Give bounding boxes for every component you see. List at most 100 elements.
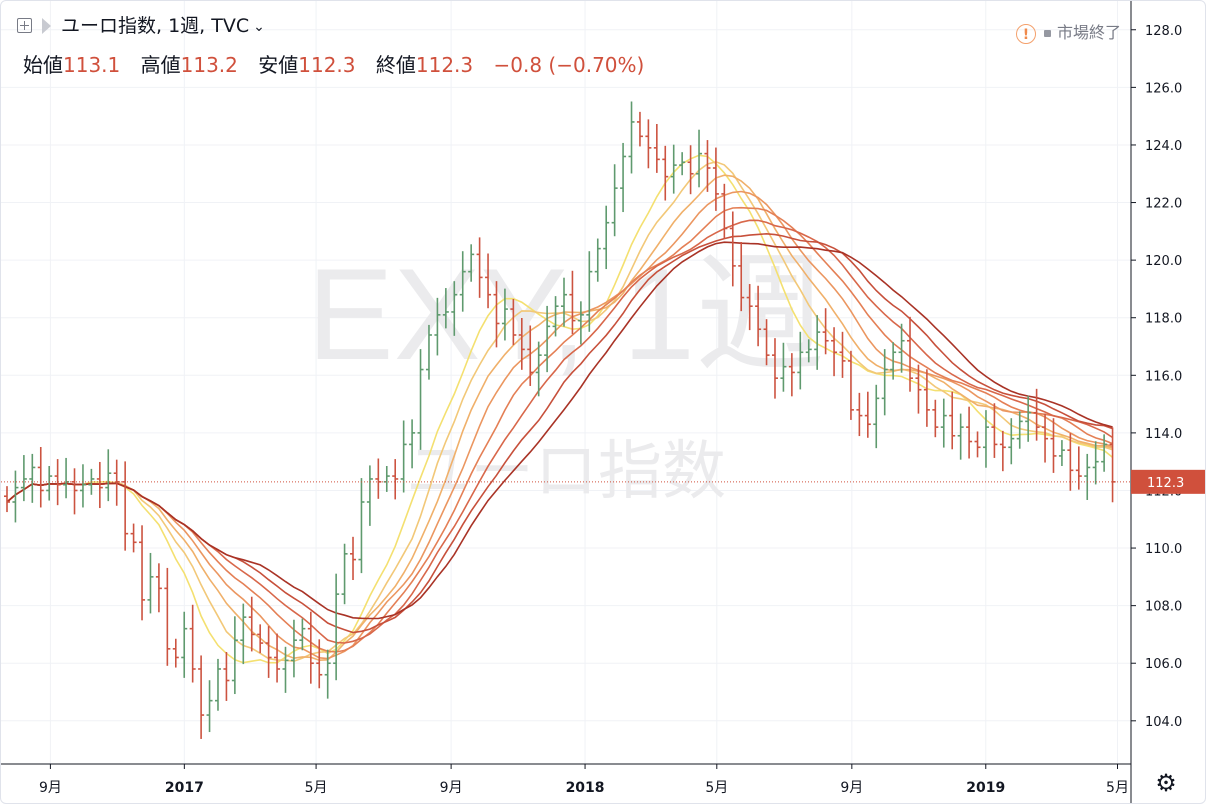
price-bar bbox=[341, 543, 348, 605]
price-bar bbox=[451, 281, 458, 336]
ma-line-10 bbox=[6, 154, 1114, 664]
price-bar bbox=[493, 281, 500, 348]
price-bar bbox=[780, 342, 787, 392]
ohlc-legend: 始値113.1 高値113.2 安値112.3 終値112.3 −0.8 (−0… bbox=[23, 49, 658, 78]
price-bar bbox=[155, 563, 162, 613]
low-value: 112.3 bbox=[298, 53, 356, 77]
time-tick-label: 2019 bbox=[966, 780, 1005, 796]
price-bar bbox=[586, 251, 593, 332]
price-bar bbox=[231, 616, 238, 695]
open-label: 始値 bbox=[23, 53, 63, 77]
market-status[interactable]: ! 市場終了 bbox=[1015, 19, 1121, 44]
price-bar bbox=[864, 391, 871, 438]
price-tick-label: 110.0 bbox=[1145, 542, 1182, 557]
symbol-title[interactable]: ユーロ指数, 1週, TVC bbox=[61, 15, 250, 37]
chevron-down-icon[interactable]: ⌄ bbox=[253, 19, 265, 35]
price-bar bbox=[805, 339, 812, 363]
price-bar bbox=[577, 301, 584, 345]
close-label: 終値 bbox=[375, 53, 416, 77]
price-bar bbox=[755, 285, 762, 347]
price-bar bbox=[729, 211, 736, 287]
price-bar bbox=[299, 618, 306, 651]
symbol-header[interactable]: ユーロ指数, 1週, TVC ⌄ bbox=[7, 11, 265, 38]
price-bar bbox=[738, 241, 745, 312]
price-bar bbox=[856, 392, 863, 437]
high-value: 113.2 bbox=[180, 53, 238, 77]
grid bbox=[1, 1, 1131, 764]
ma-line-31 bbox=[6, 241, 1113, 620]
price-bar bbox=[746, 284, 753, 331]
time-axis[interactable]: 9月 2017 5月 9月 2018 5月 9月 2019 5月 bbox=[1, 763, 1131, 796]
price-bar bbox=[518, 318, 525, 370]
price-bar bbox=[1033, 388, 1040, 441]
add-symbol-icon[interactable] bbox=[17, 18, 32, 33]
watermark-name: ユーロ指数 bbox=[406, 435, 726, 509]
alert-icon[interactable]: ! bbox=[1015, 23, 1036, 44]
low-label: 安値 bbox=[258, 53, 299, 77]
price-bar bbox=[535, 341, 542, 397]
price-bar bbox=[822, 308, 829, 355]
price-axis[interactable]: 104.0106.0108.0110.0112.0114.0116.0118.0… bbox=[1130, 1, 1206, 804]
gear-icon[interactable]: ⚙ bbox=[1155, 769, 1177, 797]
price-bar bbox=[248, 596, 255, 652]
price-bar bbox=[847, 350, 854, 420]
open-value: 113.1 bbox=[63, 53, 121, 77]
price-tick-label: 120.0 bbox=[1145, 254, 1182, 269]
price-bar bbox=[1084, 453, 1091, 500]
time-tick-label: 9月 bbox=[440, 780, 463, 796]
price-bar bbox=[620, 142, 627, 213]
time-tick-label: 9月 bbox=[39, 780, 62, 796]
price-bar bbox=[63, 457, 70, 499]
price-bar bbox=[679, 152, 686, 176]
price-bar bbox=[788, 353, 795, 397]
price-tick-label: 108.0 bbox=[1145, 600, 1182, 615]
price-bar bbox=[687, 145, 694, 195]
price-bar bbox=[1092, 441, 1099, 485]
price-bars bbox=[4, 101, 1116, 739]
price-bar bbox=[1101, 434, 1108, 472]
price-bar bbox=[966, 406, 973, 459]
price-bar bbox=[290, 619, 297, 678]
price-bar bbox=[907, 316, 914, 392]
price-bar bbox=[603, 205, 610, 270]
price-bar bbox=[468, 244, 475, 282]
price-bar bbox=[274, 633, 281, 683]
price-bar bbox=[375, 458, 382, 499]
price-bar bbox=[189, 604, 196, 683]
last-price-tag bbox=[1131, 469, 1205, 494]
price-bar bbox=[662, 145, 669, 201]
flag-icon[interactable] bbox=[42, 18, 51, 34]
price-bar bbox=[4, 486, 10, 513]
price-bar bbox=[915, 364, 922, 414]
price-bar bbox=[940, 398, 947, 448]
price-bar bbox=[653, 123, 660, 173]
price-bar bbox=[923, 369, 930, 427]
high-label: 高値 bbox=[140, 53, 181, 77]
price-bar bbox=[198, 655, 205, 739]
price-bar bbox=[459, 251, 466, 312]
price-bar bbox=[670, 144, 677, 194]
price-bar bbox=[257, 624, 264, 654]
price-bar bbox=[1075, 446, 1082, 490]
price-bar bbox=[797, 331, 804, 390]
price-bar bbox=[350, 536, 357, 581]
time-tick-label: 5月 bbox=[1106, 780, 1129, 796]
status-dot-icon bbox=[1043, 30, 1051, 37]
price-bar bbox=[569, 270, 576, 335]
price-bar bbox=[147, 552, 154, 614]
price-bar bbox=[949, 391, 956, 450]
price-bar bbox=[982, 410, 989, 468]
price-bar bbox=[71, 468, 78, 515]
price-bar bbox=[79, 464, 86, 508]
price-bar bbox=[282, 646, 289, 693]
price-bar bbox=[544, 305, 551, 373]
price-bar bbox=[763, 319, 770, 366]
price-bar bbox=[20, 455, 27, 502]
time-tick-label: 9月 bbox=[840, 780, 863, 796]
price-bar bbox=[417, 349, 424, 450]
close-value: 112.3 bbox=[415, 53, 474, 77]
price-tick-label: 106.0 bbox=[1145, 657, 1182, 672]
price-bar bbox=[999, 430, 1006, 472]
